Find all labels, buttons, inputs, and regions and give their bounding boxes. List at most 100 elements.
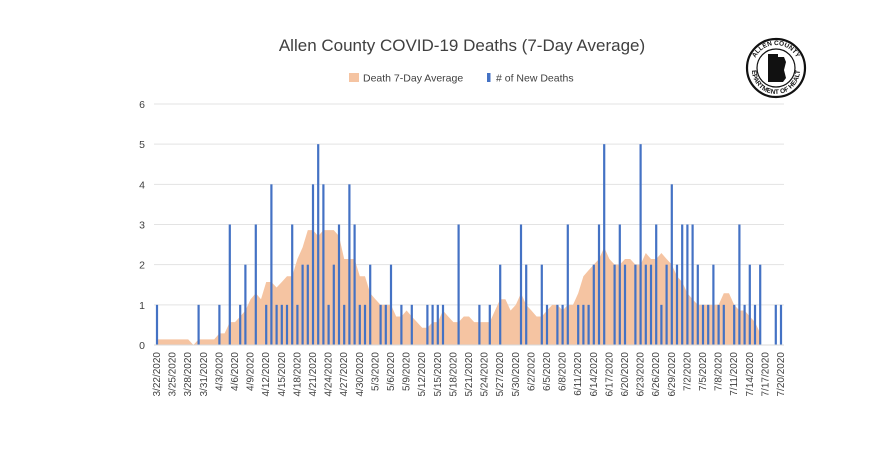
new-deaths-bar — [285, 304, 289, 345]
x-tick-label: 6/17/2020 — [604, 352, 615, 397]
new-deaths-bar — [327, 304, 330, 345]
x-tick-label: 4/12/2020 — [261, 352, 272, 397]
new-deaths-bar — [306, 264, 309, 345]
y-tick-label: 0 — [139, 340, 145, 352]
legend-swatch-new-deaths — [487, 73, 491, 82]
y-tick-label: 5 — [139, 139, 145, 151]
new-deaths-bar — [655, 224, 658, 345]
new-deaths-bar — [379, 304, 382, 345]
new-deaths-bar — [675, 264, 679, 345]
new-deaths-bar — [358, 304, 361, 345]
x-tick-label: 3/25/2020 — [168, 352, 179, 397]
x-tick-label: 6/2/2020 — [526, 352, 537, 391]
state-silhouette-icon — [768, 54, 786, 82]
y-tick-label: 3 — [139, 220, 145, 232]
new-deaths-bar — [410, 304, 413, 345]
new-deaths-bar — [488, 304, 491, 345]
x-tick-label: 5/15/2020 — [433, 352, 444, 397]
x-tick-label: 6/8/2020 — [558, 352, 569, 391]
legend-label-new-deaths: # of New Deaths — [496, 73, 574, 85]
x-tick-label: 5/3/2020 — [370, 352, 381, 391]
new-deaths-bar — [436, 304, 439, 345]
y-tick-label: 6 — [139, 99, 145, 111]
y-tick-label: 4 — [139, 179, 145, 191]
new-deaths-bar — [348, 184, 351, 345]
new-deaths-bar — [759, 264, 762, 345]
x-tick-label: 7/8/2020 — [714, 352, 725, 391]
x-tick-label: 7/2/2020 — [682, 352, 693, 391]
new-deaths-bar — [639, 144, 642, 345]
new-deaths-bar — [712, 264, 715, 345]
new-deaths-bar — [270, 184, 273, 345]
legend: Death 7-Day Average # of New Deaths — [349, 73, 574, 85]
new-deaths-bar — [525, 264, 528, 345]
new-deaths-bar — [670, 184, 673, 345]
x-tick-label: 5/27/2020 — [495, 352, 506, 397]
new-deaths-bar — [228, 224, 231, 345]
x-tick-label: 4/6/2020 — [230, 352, 241, 391]
new-deaths-bar — [457, 224, 460, 345]
new-deaths-bar — [441, 304, 445, 345]
new-deaths-bar — [649, 264, 653, 345]
x-tick-label: 6/5/2020 — [542, 352, 553, 391]
new-deaths-bar — [597, 224, 601, 345]
new-deaths-bar — [681, 224, 684, 345]
new-deaths-bar — [478, 304, 481, 345]
new-deaths-bar — [244, 264, 247, 345]
new-deaths-bar — [603, 144, 606, 345]
new-deaths-bar — [291, 224, 294, 345]
x-tick-label: 5/30/2020 — [511, 352, 522, 397]
new-deaths-bar — [363, 304, 367, 345]
new-deaths-bar — [738, 224, 741, 345]
x-tick-label: 6/29/2020 — [667, 352, 678, 397]
new-deaths-bar — [389, 264, 393, 345]
new-deaths-bar — [623, 264, 627, 345]
x-tick-label: 7/20/2020 — [776, 352, 787, 397]
x-tick-label: 5/9/2020 — [402, 352, 413, 391]
new-deaths-bar — [722, 304, 725, 345]
x-tick-label: 5/21/2020 — [464, 352, 475, 397]
x-tick-label: 5/12/2020 — [417, 352, 428, 397]
y-tick-label: 1 — [139, 300, 145, 312]
legend-label-average: Death 7-Day Average — [363, 73, 463, 85]
y-axis-ticks: 0 1 2 3 4 5 6 — [139, 99, 145, 352]
x-tick-label: 4/21/2020 — [308, 352, 319, 397]
new-deaths-bar — [301, 264, 304, 345]
new-deaths-bar — [561, 304, 564, 345]
new-deaths-bar — [353, 224, 356, 345]
x-tick-label: 4/24/2020 — [324, 352, 335, 397]
x-tick-label: 4/27/2020 — [339, 352, 350, 397]
new-deaths-bar — [218, 304, 221, 345]
x-axis-ticks: 3/22/2020 3/25/2020 3/28/2020 3/31/2020 4/3/… — [152, 352, 787, 397]
new-deaths-bar — [322, 184, 325, 345]
new-deaths-bars — [155, 144, 783, 345]
y-tick-label: 2 — [139, 260, 145, 272]
new-deaths-bar — [519, 224, 523, 345]
x-tick-label: 7/5/2020 — [698, 352, 709, 391]
new-deaths-bar — [748, 264, 751, 345]
new-deaths-bar — [634, 264, 637, 345]
x-tick-label: 3/31/2020 — [199, 352, 210, 397]
new-deaths-bar — [369, 264, 372, 345]
x-tick-label: 3/28/2020 — [183, 352, 194, 397]
legend-swatch-average — [349, 73, 359, 82]
new-deaths-bar — [577, 304, 580, 345]
new-deaths-bar — [343, 304, 346, 345]
x-tick-label: 6/23/2020 — [636, 352, 647, 397]
new-deaths-bar — [691, 224, 694, 345]
new-deaths-bar — [431, 304, 434, 345]
new-deaths-bar — [582, 304, 585, 345]
new-deaths-bar — [753, 304, 757, 345]
new-deaths-bar — [275, 304, 278, 345]
new-deaths-bar — [265, 304, 268, 345]
x-tick-label: 4/18/2020 — [292, 352, 303, 397]
new-deaths-bar — [696, 264, 699, 345]
new-deaths-bar — [540, 264, 543, 345]
new-deaths-bar — [239, 304, 242, 345]
new-deaths-bar — [613, 264, 616, 345]
new-deaths-bar — [644, 264, 647, 345]
new-deaths-bar — [545, 304, 549, 345]
new-deaths-bar — [660, 304, 663, 345]
x-tick-label: 5/18/2020 — [448, 352, 459, 397]
x-tick-label: 4/30/2020 — [355, 352, 366, 397]
